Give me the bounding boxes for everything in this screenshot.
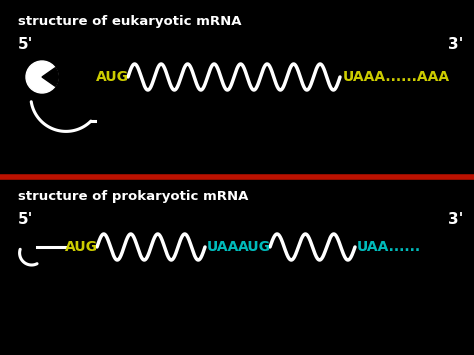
Text: UAA: UAA	[207, 240, 239, 254]
Wedge shape	[42, 68, 58, 86]
Text: AUG: AUG	[96, 70, 129, 84]
Text: 3': 3'	[448, 212, 464, 227]
Text: structure of eukaryotic mRNA: structure of eukaryotic mRNA	[18, 15, 241, 28]
Text: AUG: AUG	[65, 240, 98, 254]
Text: 5': 5'	[18, 37, 33, 52]
Text: 3': 3'	[448, 37, 464, 52]
Text: 5': 5'	[18, 212, 33, 227]
Text: AUG: AUG	[238, 240, 271, 254]
Text: UAAA......AAA: UAAA......AAA	[343, 70, 450, 84]
Text: UAA......: UAA......	[357, 240, 421, 254]
Text: structure of prokaryotic mRNA: structure of prokaryotic mRNA	[18, 190, 248, 203]
Circle shape	[26, 61, 58, 93]
